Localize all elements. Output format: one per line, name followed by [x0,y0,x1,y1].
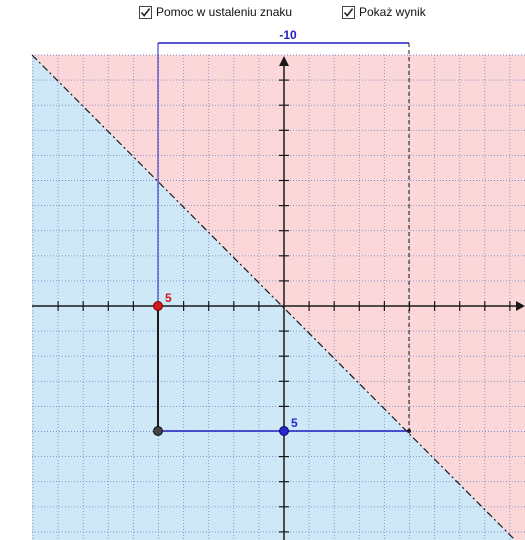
y-axis-arrow [279,56,289,66]
pink-region [32,55,525,540]
x-axis-arrow [516,301,525,311]
axes [32,56,525,540]
red-point[interactable] [153,301,163,311]
sign-help-label: Pomoc w ustaleniu znaku [156,5,293,19]
show-result-label: Pokaż wynik [359,5,426,19]
checkmark-icon [342,5,355,19]
blue-point-label: 5 [291,416,298,430]
blue-point[interactable] [279,426,289,436]
grey-point[interactable] [153,426,163,436]
top-bracket: -10 [157,28,409,306]
bracket-label: -10 [279,28,297,42]
intersection-point [407,429,411,433]
boundary-line [31,54,516,540]
show-result-checkbox[interactable]: Pokaż wynik [342,3,426,21]
red-point-label: 5 [165,291,172,305]
sign-help-checkbox[interactable]: Pomoc w ustaleniu znaku [139,3,292,21]
checkmark-icon [139,5,152,19]
control-bar: Pomoc w ustaleniu znaku Pokaż wynik [0,0,525,26]
